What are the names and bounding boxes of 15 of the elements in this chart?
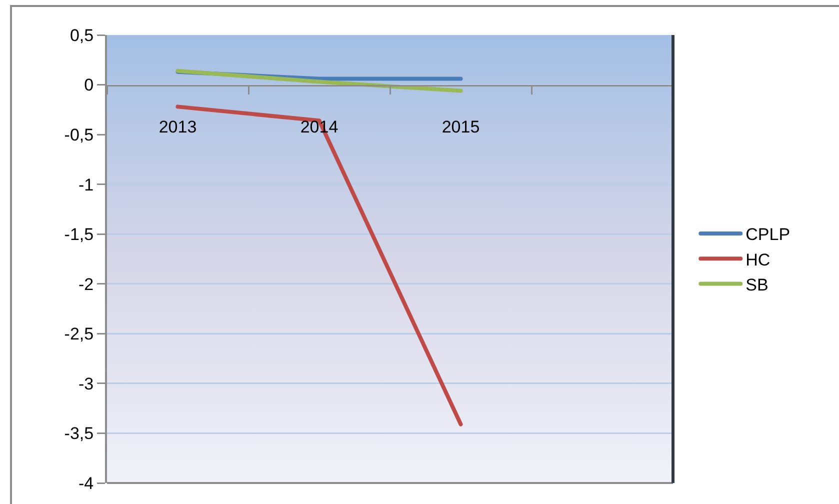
y-tick-label: 0,5 [70, 26, 94, 45]
y-tick-label: 0 [84, 76, 94, 95]
y-tick-label: -1 [78, 175, 94, 194]
y-tick-label: -2 [78, 274, 94, 294]
y-tick-label: -0,5 [64, 126, 94, 145]
x-tick-label: 2015 [442, 118, 480, 137]
y-tick-label: -3 [78, 374, 94, 394]
y-tick-label: -1,5 [64, 225, 94, 244]
y-tick-label: -2,5 [64, 324, 94, 344]
y-tick-label: -4 [78, 474, 94, 493]
legend-label: HC [746, 250, 770, 270]
legend-label: CPLP [746, 225, 790, 244]
y-tick-label: -3,5 [64, 424, 94, 444]
legend-label: SB [746, 275, 768, 294]
x-tick-label: 2013 [158, 118, 197, 137]
